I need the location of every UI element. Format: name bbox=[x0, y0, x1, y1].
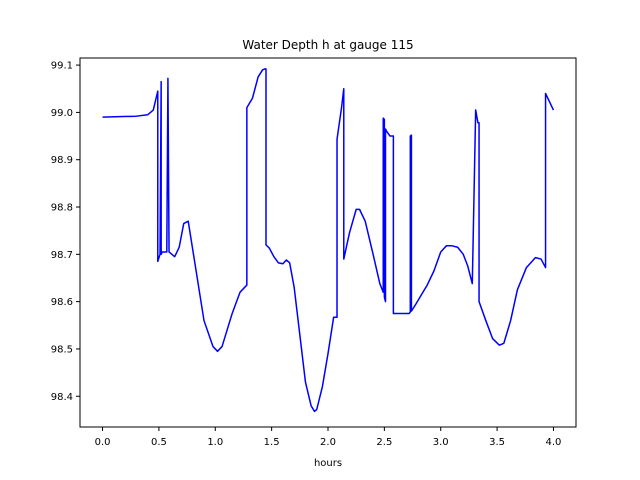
x-tick-label: 0.0 bbox=[95, 437, 111, 448]
y-tick-label: 98.6 bbox=[51, 297, 73, 308]
x-tick-label: 2.5 bbox=[376, 437, 392, 448]
x-tick-label: 1.5 bbox=[264, 437, 280, 448]
x-tick-label: 3.0 bbox=[433, 437, 449, 448]
y-tick-label: 98.5 bbox=[51, 344, 73, 355]
plot-lines bbox=[102, 68, 555, 413]
y-tick-label: 98.7 bbox=[51, 250, 73, 261]
x-tick-label: 2.0 bbox=[320, 437, 336, 448]
y-tick-label: 98.9 bbox=[51, 155, 73, 166]
x-axis-ticks: 0.0 0.5 1.0 1.5 2.0 2.5 3.0 3.5 4.0 bbox=[95, 427, 562, 448]
x-axis-label: hours bbox=[314, 458, 342, 469]
x-tick-label: 4.0 bbox=[546, 437, 562, 448]
x-tick-label: 1.0 bbox=[207, 437, 223, 448]
y-tick-label: 99.0 bbox=[51, 108, 73, 119]
y-tick-label: 98.4 bbox=[51, 392, 73, 403]
x-tick-label: 0.5 bbox=[151, 437, 167, 448]
y-tick-label: 99.1 bbox=[51, 61, 73, 72]
axes-frame bbox=[79, 57, 577, 428]
x-tick-label: 3.5 bbox=[489, 437, 505, 448]
series-line bbox=[102, 68, 555, 413]
y-tick-label: 98.8 bbox=[51, 203, 73, 214]
y-axis-ticks: 98.4 98.5 98.6 98.7 98.8 98.9 99.0 99.1 bbox=[51, 61, 80, 403]
chart-title: Water Depth h at gauge 115 bbox=[242, 38, 413, 52]
